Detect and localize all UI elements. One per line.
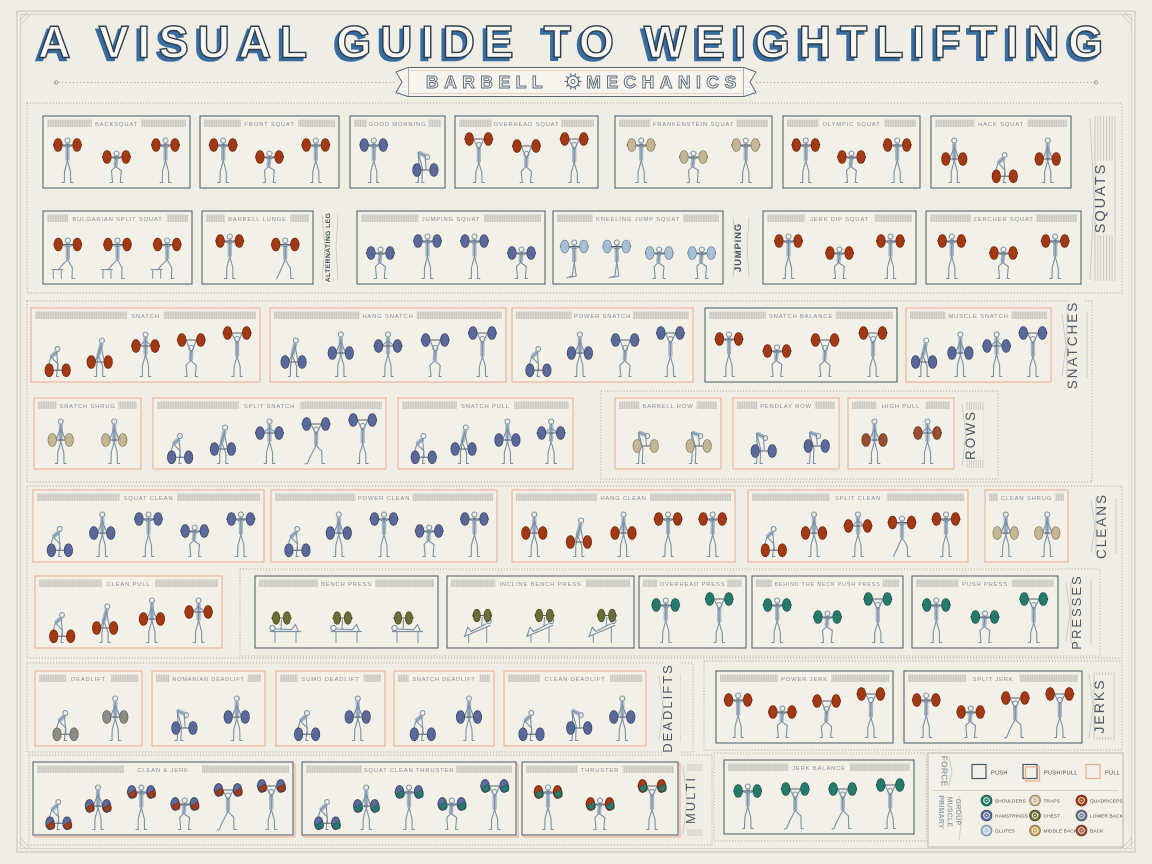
svg-text:MECHANICS: MECHANICS (586, 72, 741, 92)
svg-text:MULTI: MULTI (683, 776, 698, 824)
svg-text:MUSCLE: MUSCLE (946, 797, 953, 828)
svg-text:PRESSES: PRESSES (1069, 574, 1084, 649)
svg-text:BARBELL: BARBELL (426, 72, 548, 92)
svg-text:SHOULDERS: SHOULDERS (995, 798, 1026, 804)
svg-text:BENCH PRESS: BENCH PRESS (321, 582, 372, 588)
svg-text:OVERHEAD SQUAT: OVERHEAD SQUAT (494, 122, 560, 128)
svg-text:BARBELL ROW: BARBELL ROW (642, 404, 693, 410)
svg-text:SQUAT CLEAN: SQUAT CLEAN (124, 496, 174, 502)
svg-text:QUADRICEPS: QUADRICEPS (1090, 798, 1123, 804)
svg-text:PUSH/PULL: PUSH/PULL (1044, 771, 1078, 777)
svg-text:BACKSQUAT: BACKSQUAT (95, 122, 138, 128)
svg-text:KNEELING JUMP SQUAT: KNEELING JUMP SQUAT (596, 217, 680, 223)
svg-text:HACK SQUAT: HACK SQUAT (978, 122, 1024, 128)
svg-text:SPLIT CLEAN: SPLIT CLEAN (835, 496, 881, 502)
svg-text:PRIMARY: PRIMARY (937, 795, 944, 829)
svg-text:HIGH PULL: HIGH PULL (882, 404, 920, 410)
svg-text:BARBELL LUNGE: BARBELL LUNGE (228, 217, 287, 223)
svg-text:SNATCH SHRUG: SNATCH SHRUG (59, 404, 115, 410)
svg-text:SNATCH: SNATCH (131, 314, 160, 320)
svg-text:FRONT SQUAT: FRONT SQUAT (244, 122, 294, 128)
svg-text:A VISUAL GUIDE TO WEIGHTLIFTIN: A VISUAL GUIDE TO WEIGHTLIFTING (35, 20, 1109, 71)
svg-text:HANG CLEAN: HANG CLEAN (600, 496, 646, 502)
svg-text:BACK: BACK (1090, 828, 1104, 834)
svg-text:SNATCH BALANCE: SNATCH BALANCE (769, 314, 833, 320)
svg-text:HANG SNATCH: HANG SNATCH (362, 314, 413, 320)
svg-text:SPLIT SNATCH: SPLIT SNATCH (244, 404, 295, 410)
svg-text:PUSH PRESS: PUSH PRESS (962, 582, 1008, 588)
svg-text:CHEST: CHEST (1044, 813, 1061, 819)
svg-text:CLEAN PULL: CLEAN PULL (106, 582, 150, 588)
svg-text:CLEAN SHRUG: CLEAN SHRUG (1001, 496, 1052, 502)
svg-text:FRANKENSTEIN SQUAT: FRANKENSTEIN SQUAT (653, 122, 734, 128)
svg-text:OLYMPIC SQUAT: OLYMPIC SQUAT (823, 122, 881, 128)
svg-text:TRAPS: TRAPS (1044, 798, 1061, 804)
svg-text:BEHIND THE NECK PUSH PRESS: BEHIND THE NECK PUSH PRESS (774, 582, 880, 588)
svg-text:MIDDLE BACK: MIDDLE BACK (1044, 828, 1078, 834)
svg-text:ZERCHER SQUAT: ZERCHER SQUAT (973, 217, 1033, 223)
svg-text:ROMANIAN DEADLIFT: ROMANIAN DEADLIFT (172, 677, 244, 683)
svg-text:PENDLAY ROW: PENDLAY ROW (760, 404, 812, 410)
svg-text:GOOD MORNING: GOOD MORNING (369, 122, 427, 128)
svg-text:JERKS: JERKS (1091, 678, 1107, 733)
svg-text:JUMPING: JUMPING (733, 223, 744, 272)
svg-text:OVERHEAD PRESS: OVERHEAD PRESS (660, 582, 726, 588)
svg-text:SNATCHES: SNATCHES (1065, 301, 1080, 390)
svg-text:INCLINE BENCH PRESS: INCLINE BENCH PRESS (499, 582, 581, 588)
svg-text:PULL: PULL (1105, 771, 1120, 777)
svg-text:DEADLIFT: DEADLIFT (71, 677, 106, 683)
svg-text:SNATCH PULL: SNATCH PULL (461, 404, 510, 410)
svg-text:ALTERNATING LEG: ALTERNATING LEG (325, 213, 332, 283)
svg-text:ROWS: ROWS (963, 410, 978, 460)
svg-text:JUMPING SQUAT: JUMPING SQUAT (422, 217, 480, 223)
svg-text:GLUTES: GLUTES (995, 828, 1015, 834)
svg-text:FORCE: FORCE (940, 756, 950, 787)
svg-text:SUMO DEADLIFT: SUMO DEADLIFT (301, 677, 359, 683)
svg-text:CLEAN DEADLIFT: CLEAN DEADLIFT (545, 677, 606, 683)
svg-text:SQUATS: SQUATS (1093, 163, 1109, 234)
svg-text:LOWER BACK: LOWER BACK (1090, 813, 1124, 819)
svg-text:THRUSTER: THRUSTER (581, 768, 619, 774)
svg-text:HAMSTRINGS: HAMSTRINGS (995, 813, 1028, 819)
svg-text:PUSH: PUSH (991, 771, 1008, 777)
svg-text:JERK DIP SQUAT: JERK DIP SQUAT (810, 217, 869, 223)
svg-text:POWER SNATCH: POWER SNATCH (574, 314, 631, 320)
svg-text:SNATCH DEADLIFT: SNATCH DEADLIFT (412, 677, 475, 683)
svg-text:A VISUAL GUIDE TO WEIGHTLIFTIN: A VISUAL GUIDE TO WEIGHTLIFTING (38, 17, 1112, 68)
svg-text:POWER JERK: POWER JERK (781, 677, 828, 683)
svg-text:GROUP: GROUP (954, 799, 961, 826)
svg-text:POWER CLEAN: POWER CLEAN (358, 496, 410, 502)
svg-text:JERK BALANCE: JERK BALANCE (792, 766, 846, 772)
svg-text:DEADLIFTS: DEADLIFTS (660, 663, 675, 753)
svg-text:CLEANS: CLEANS (1094, 493, 1109, 559)
svg-text:SQUAT CLEAN THRUSTER: SQUAT CLEAN THRUSTER (364, 768, 455, 774)
svg-text:MUSCLE SNATCH: MUSCLE SNATCH (948, 314, 1008, 320)
svg-text:BULGARIAN SPLIT SQUAT: BULGARIAN SPLIT SQUAT (72, 217, 162, 223)
svg-text:CLEAN & JERK: CLEAN & JERK (137, 768, 189, 774)
svg-text:SPLIT JERK: SPLIT JERK (973, 677, 1014, 683)
